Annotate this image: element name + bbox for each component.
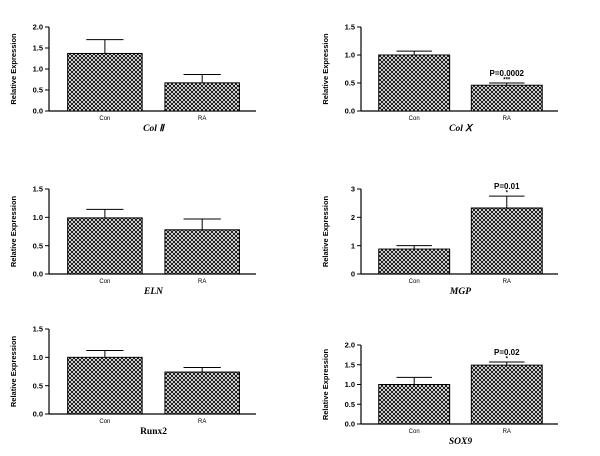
y-tick-label: 1.0 [345, 380, 355, 389]
x-tick-label: RA [503, 279, 511, 285]
p-value-label: P=0.02 [494, 348, 520, 357]
bar-con [67, 356, 143, 415]
y-tick-label: 1.5 [345, 23, 355, 32]
y-tick-label: 2.0 [33, 23, 43, 32]
bar-con [378, 248, 451, 275]
y-tick-label: 3 [351, 185, 355, 194]
y-tick-label: 1.0 [345, 51, 355, 60]
bar-con [378, 54, 451, 112]
x-tick-label: Con [99, 116, 110, 122]
bar-con [378, 384, 451, 425]
x-tick-label: RA [198, 419, 206, 425]
bar-ra [164, 229, 240, 275]
x-tick-label: RA [503, 429, 511, 435]
y-tick-label: 2 [351, 213, 355, 222]
y-tick-label: 0.5 [33, 241, 43, 250]
y-tick-label: 1.0 [33, 353, 43, 362]
y-axis-label: Relative Expression [321, 33, 330, 105]
x-tick-label: Con [409, 116, 420, 122]
y-tick-label: 1.5 [33, 325, 43, 334]
panel-title: Runx2 [140, 427, 167, 437]
y-axis-label: Relative Expression [9, 195, 18, 267]
bar-con [67, 52, 143, 112]
y-tick-label: 0.0 [345, 107, 355, 116]
p-value-label: P=0.01 [494, 182, 520, 191]
y-tick-label: 0.0 [33, 107, 43, 116]
panel-title: Col Ⅹ [449, 123, 474, 134]
p-value-label: P=0.0002 [490, 69, 525, 78]
y-tick-label: 1.0 [33, 65, 43, 74]
y-tick-label: 0.5 [33, 86, 43, 95]
x-tick-label: RA [198, 279, 206, 285]
chart-panel-5: 0.0 0.5 1.0 1.5 Relative Expression Con RA Runx… [9, 325, 256, 437]
bar-ra [470, 84, 543, 112]
significance-marker: * [506, 191, 509, 197]
x-tick-label: RA [503, 116, 511, 122]
x-tick-label: Con [409, 429, 420, 435]
x-tick-label: Con [409, 279, 420, 285]
bar-ra [164, 82, 240, 112]
y-tick-label: 1 [351, 241, 355, 250]
bar-con [67, 217, 143, 275]
chart-panel-1: 0.0 0.5 1.0 1.5 2.0 Relative Expression Con RA C… [9, 23, 256, 134]
chart-panel-4: 0 1 2 3 Relative Expression Con RA *P=0.01 MGP [321, 182, 558, 297]
y-axis-label: Relative Expression [9, 33, 18, 105]
bar-ra [470, 364, 543, 425]
y-tick-label: 2.0 [345, 341, 355, 350]
y-tick-label: 0.5 [345, 79, 355, 88]
y-tick-label: 0 [351, 270, 355, 279]
y-tick-label: 1.5 [33, 185, 43, 194]
chart-panel-2: 0.0 0.5 1.0 1.5 Relative Expression Con RA ***P… [321, 23, 558, 134]
bar-ra [470, 207, 543, 275]
significance-marker: * [506, 356, 509, 362]
y-tick-label: 1.5 [345, 360, 355, 369]
y-tick-label: 1.0 [33, 213, 43, 222]
y-tick-label: 0.0 [33, 270, 43, 279]
chart-panel-3: 0.0 0.5 1.0 1.5 Relative Expression Con RA ELN [9, 185, 256, 297]
x-tick-label: Con [99, 279, 110, 285]
y-axis-label: Relative Expression [321, 195, 330, 267]
y-tick-label: 1.5 [33, 44, 43, 53]
chart-panel-6: 0.0 0.5 1.0 1.5 2.0 Relative Expression Con RA *… [321, 341, 558, 447]
panel-title: Col Ⅱ [143, 123, 165, 134]
x-tick-label: Con [99, 419, 110, 425]
panel-title: SOX9 [449, 437, 472, 447]
y-tick-label: 0.5 [33, 381, 43, 390]
panel-title: ELN [143, 287, 164, 297]
y-tick-label: 0.0 [33, 410, 43, 419]
y-tick-label: 0.5 [345, 400, 355, 409]
y-axis-label: Relative Expression [9, 335, 18, 407]
panel-title: MGP [449, 287, 471, 297]
bar-ra [164, 371, 240, 415]
x-tick-label: RA [198, 116, 206, 122]
significance-marker: *** [503, 78, 511, 84]
y-axis-label: Relative Expression [321, 348, 330, 420]
y-tick-label: 0.0 [345, 420, 355, 429]
